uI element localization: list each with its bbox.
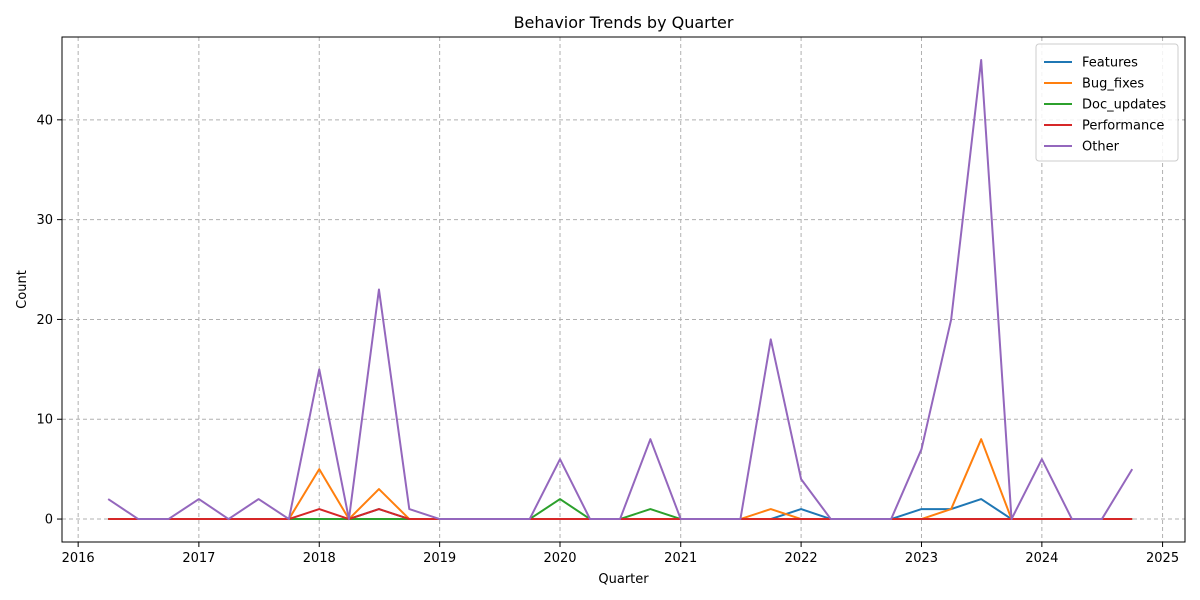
x-tick-label: 2017	[182, 551, 215, 566]
series-line-other	[107, 58, 1134, 521]
x-tick-label: 2019	[423, 551, 456, 566]
grid-lines	[62, 37, 1185, 542]
y-tick-label: 30	[36, 213, 53, 228]
y-axis: 0 10 20 30 40	[36, 113, 62, 528]
x-tick-label: 2018	[303, 551, 336, 566]
x-tick-label: 2016	[62, 551, 95, 566]
x-tick-label: 2023	[905, 551, 938, 566]
y-tick-label: 40	[36, 113, 53, 128]
x-axis-label: Quarter	[598, 572, 649, 587]
x-tick-label: 2020	[543, 551, 576, 566]
y-axis-label: Count	[15, 270, 30, 309]
legend-frame	[1035, 43, 1179, 162]
legend: Features Bug_fixes Doc_updates Performance O…	[1035, 43, 1179, 162]
series-line-bug-fixes	[108, 438, 1133, 521]
x-tick-label: 2024	[1025, 551, 1058, 566]
x-tick-label: 2025	[1146, 551, 1179, 566]
y-tick-label: 20	[36, 313, 53, 328]
plot-area-frame	[61, 36, 1186, 543]
legend-label-bug-fixes: Bug_fixes	[1082, 77, 1144, 92]
y-tick-label: 10	[36, 413, 53, 428]
x-tick-label: 2021	[664, 551, 697, 566]
legend-label-features: Features	[1082, 56, 1138, 71]
x-axis: 2016 2017 2018 2019 2020 2021 2022 2023 2024 2025	[62, 542, 1179, 566]
legend-label-performance: Performance	[1082, 119, 1164, 134]
series-lines	[107, 58, 1134, 521]
y-tick-label: 0	[45, 513, 53, 528]
legend-label-other: Other	[1082, 140, 1120, 155]
x-tick-label: 2022	[785, 551, 818, 566]
legend-label-doc-updates: Doc_updates	[1082, 98, 1166, 113]
chart-title: Behavior Trends by Quarter	[514, 13, 734, 32]
